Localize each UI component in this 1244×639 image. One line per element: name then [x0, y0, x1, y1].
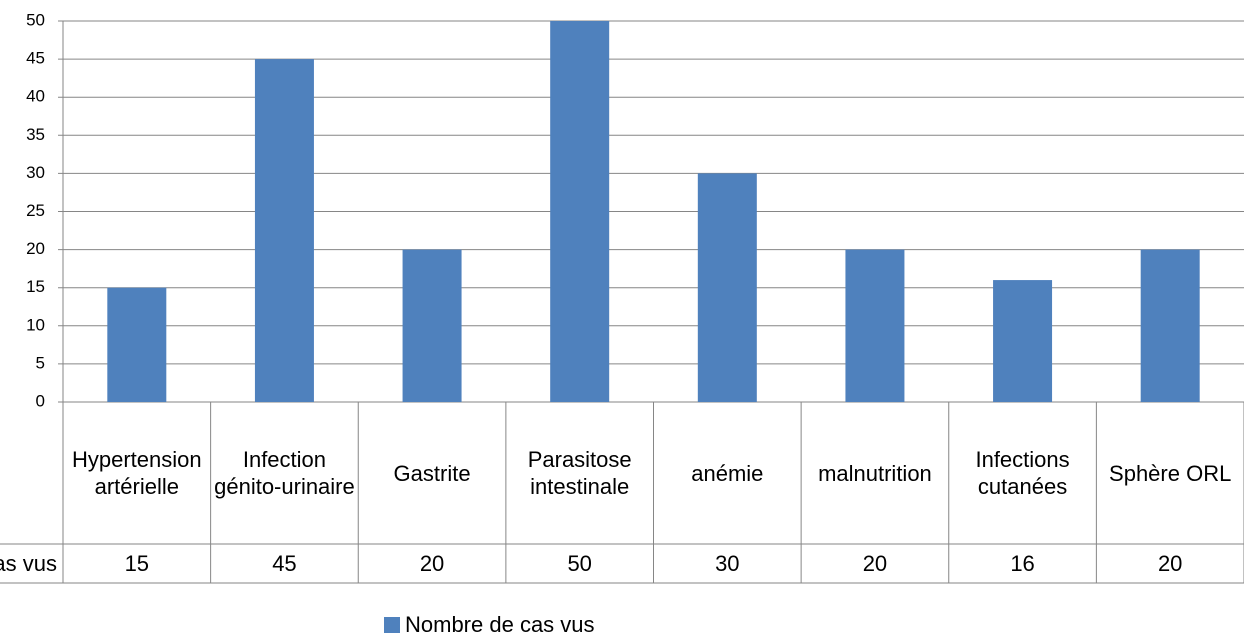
legend-label: Nombre de cas vus [405, 612, 595, 637]
y-tick-label: 50 [26, 10, 45, 29]
category-label: Sphère ORL [1109, 460, 1232, 486]
y-tick-label: 20 [26, 239, 45, 258]
table-value: 20 [862, 551, 888, 576]
category-label: Gastrite [393, 460, 471, 486]
bar [845, 249, 905, 402]
category-label: Hypertension artérielle [71, 447, 202, 499]
category-label: Infection génito-urinaire [214, 447, 355, 499]
bar [697, 173, 757, 402]
table-value: 15 [124, 551, 150, 576]
table-value: 45 [272, 551, 297, 576]
table-value: 30 [715, 551, 740, 576]
y-tick-label: 40 [26, 87, 45, 106]
y-tick-label: 10 [26, 315, 45, 334]
table-value: 20 [1157, 551, 1183, 576]
bar [993, 280, 1053, 402]
y-tick-label: 35 [26, 125, 45, 144]
category-label: Parasitose intestinale [527, 447, 632, 499]
y-tick-label: 0 [36, 391, 45, 410]
y-tick-label: 15 [26, 277, 45, 296]
table-value: 20 [419, 551, 445, 576]
category-label: Infections cutanées [975, 447, 1070, 499]
y-tick-label: 30 [26, 163, 45, 182]
table-row-header: Nombre de cas vus [0, 551, 57, 576]
y-tick-label: 45 [26, 49, 45, 68]
bar [550, 21, 610, 402]
table-value: 50 [567, 551, 592, 576]
bar [107, 287, 167, 402]
legend: Nombre de cas vus [384, 612, 595, 638]
table-value: 16 [1010, 551, 1035, 576]
category-label: malnutrition [818, 460, 932, 486]
category-label: anémie [691, 460, 764, 486]
legend-swatch [384, 617, 400, 633]
bar [254, 59, 314, 402]
bar [1140, 249, 1200, 402]
y-tick-label: 25 [26, 201, 45, 220]
y-tick-label: 5 [36, 353, 45, 372]
bar [402, 249, 462, 402]
